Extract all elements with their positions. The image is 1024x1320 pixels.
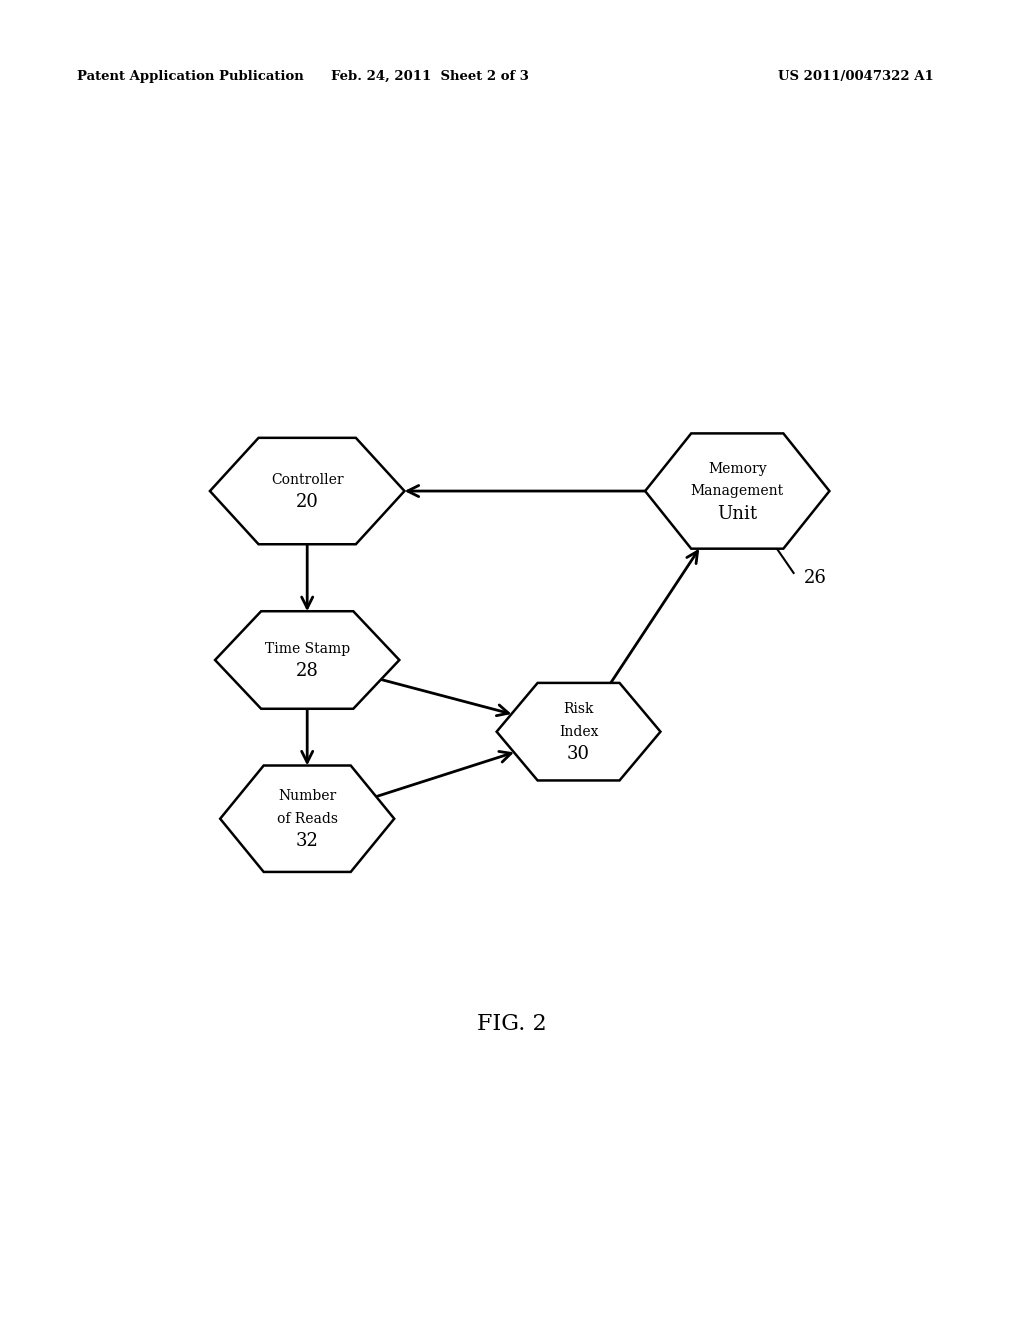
Polygon shape (210, 438, 404, 544)
Text: Index: Index (559, 725, 598, 739)
Text: of Reads: of Reads (276, 812, 338, 826)
Text: Memory: Memory (708, 462, 767, 475)
Text: Number: Number (279, 789, 336, 803)
Text: FIG. 2: FIG. 2 (477, 1012, 547, 1035)
Polygon shape (220, 766, 394, 873)
Text: Patent Application Publication: Patent Application Publication (77, 70, 303, 83)
Text: 26: 26 (804, 569, 826, 587)
Polygon shape (645, 433, 829, 549)
Text: 30: 30 (567, 746, 590, 763)
Text: Unit: Unit (717, 504, 758, 523)
Polygon shape (215, 611, 399, 709)
Text: 28: 28 (296, 663, 318, 680)
Text: Management: Management (691, 484, 783, 498)
Text: Feb. 24, 2011  Sheet 2 of 3: Feb. 24, 2011 Sheet 2 of 3 (331, 70, 529, 83)
Text: Controller: Controller (271, 473, 343, 487)
Text: 32: 32 (296, 832, 318, 850)
Text: 20: 20 (296, 494, 318, 511)
Text: Risk: Risk (563, 702, 594, 717)
Text: Time Stamp: Time Stamp (264, 642, 350, 656)
Text: US 2011/0047322 A1: US 2011/0047322 A1 (778, 70, 934, 83)
Polygon shape (497, 682, 660, 780)
